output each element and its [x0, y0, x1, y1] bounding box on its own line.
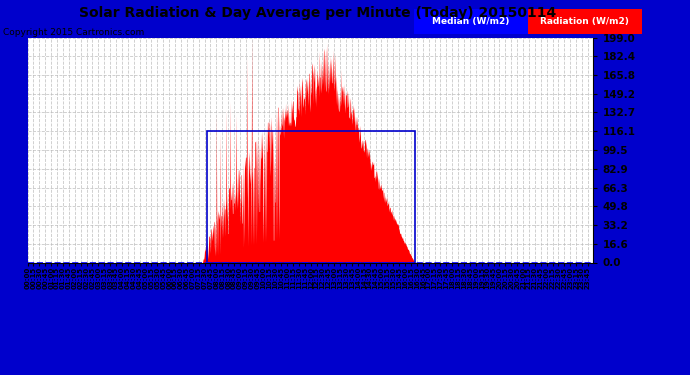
Text: Radiation (W/m2): Radiation (W/m2)	[540, 17, 629, 26]
Text: Median (W/m2): Median (W/m2)	[432, 17, 510, 26]
Text: Solar Radiation & Day Average per Minute (Today) 20150114: Solar Radiation & Day Average per Minute…	[79, 6, 556, 20]
Bar	[206, 131, 415, 262]
Text: Copyright 2015 Cartronics.com: Copyright 2015 Cartronics.com	[3, 28, 145, 37]
